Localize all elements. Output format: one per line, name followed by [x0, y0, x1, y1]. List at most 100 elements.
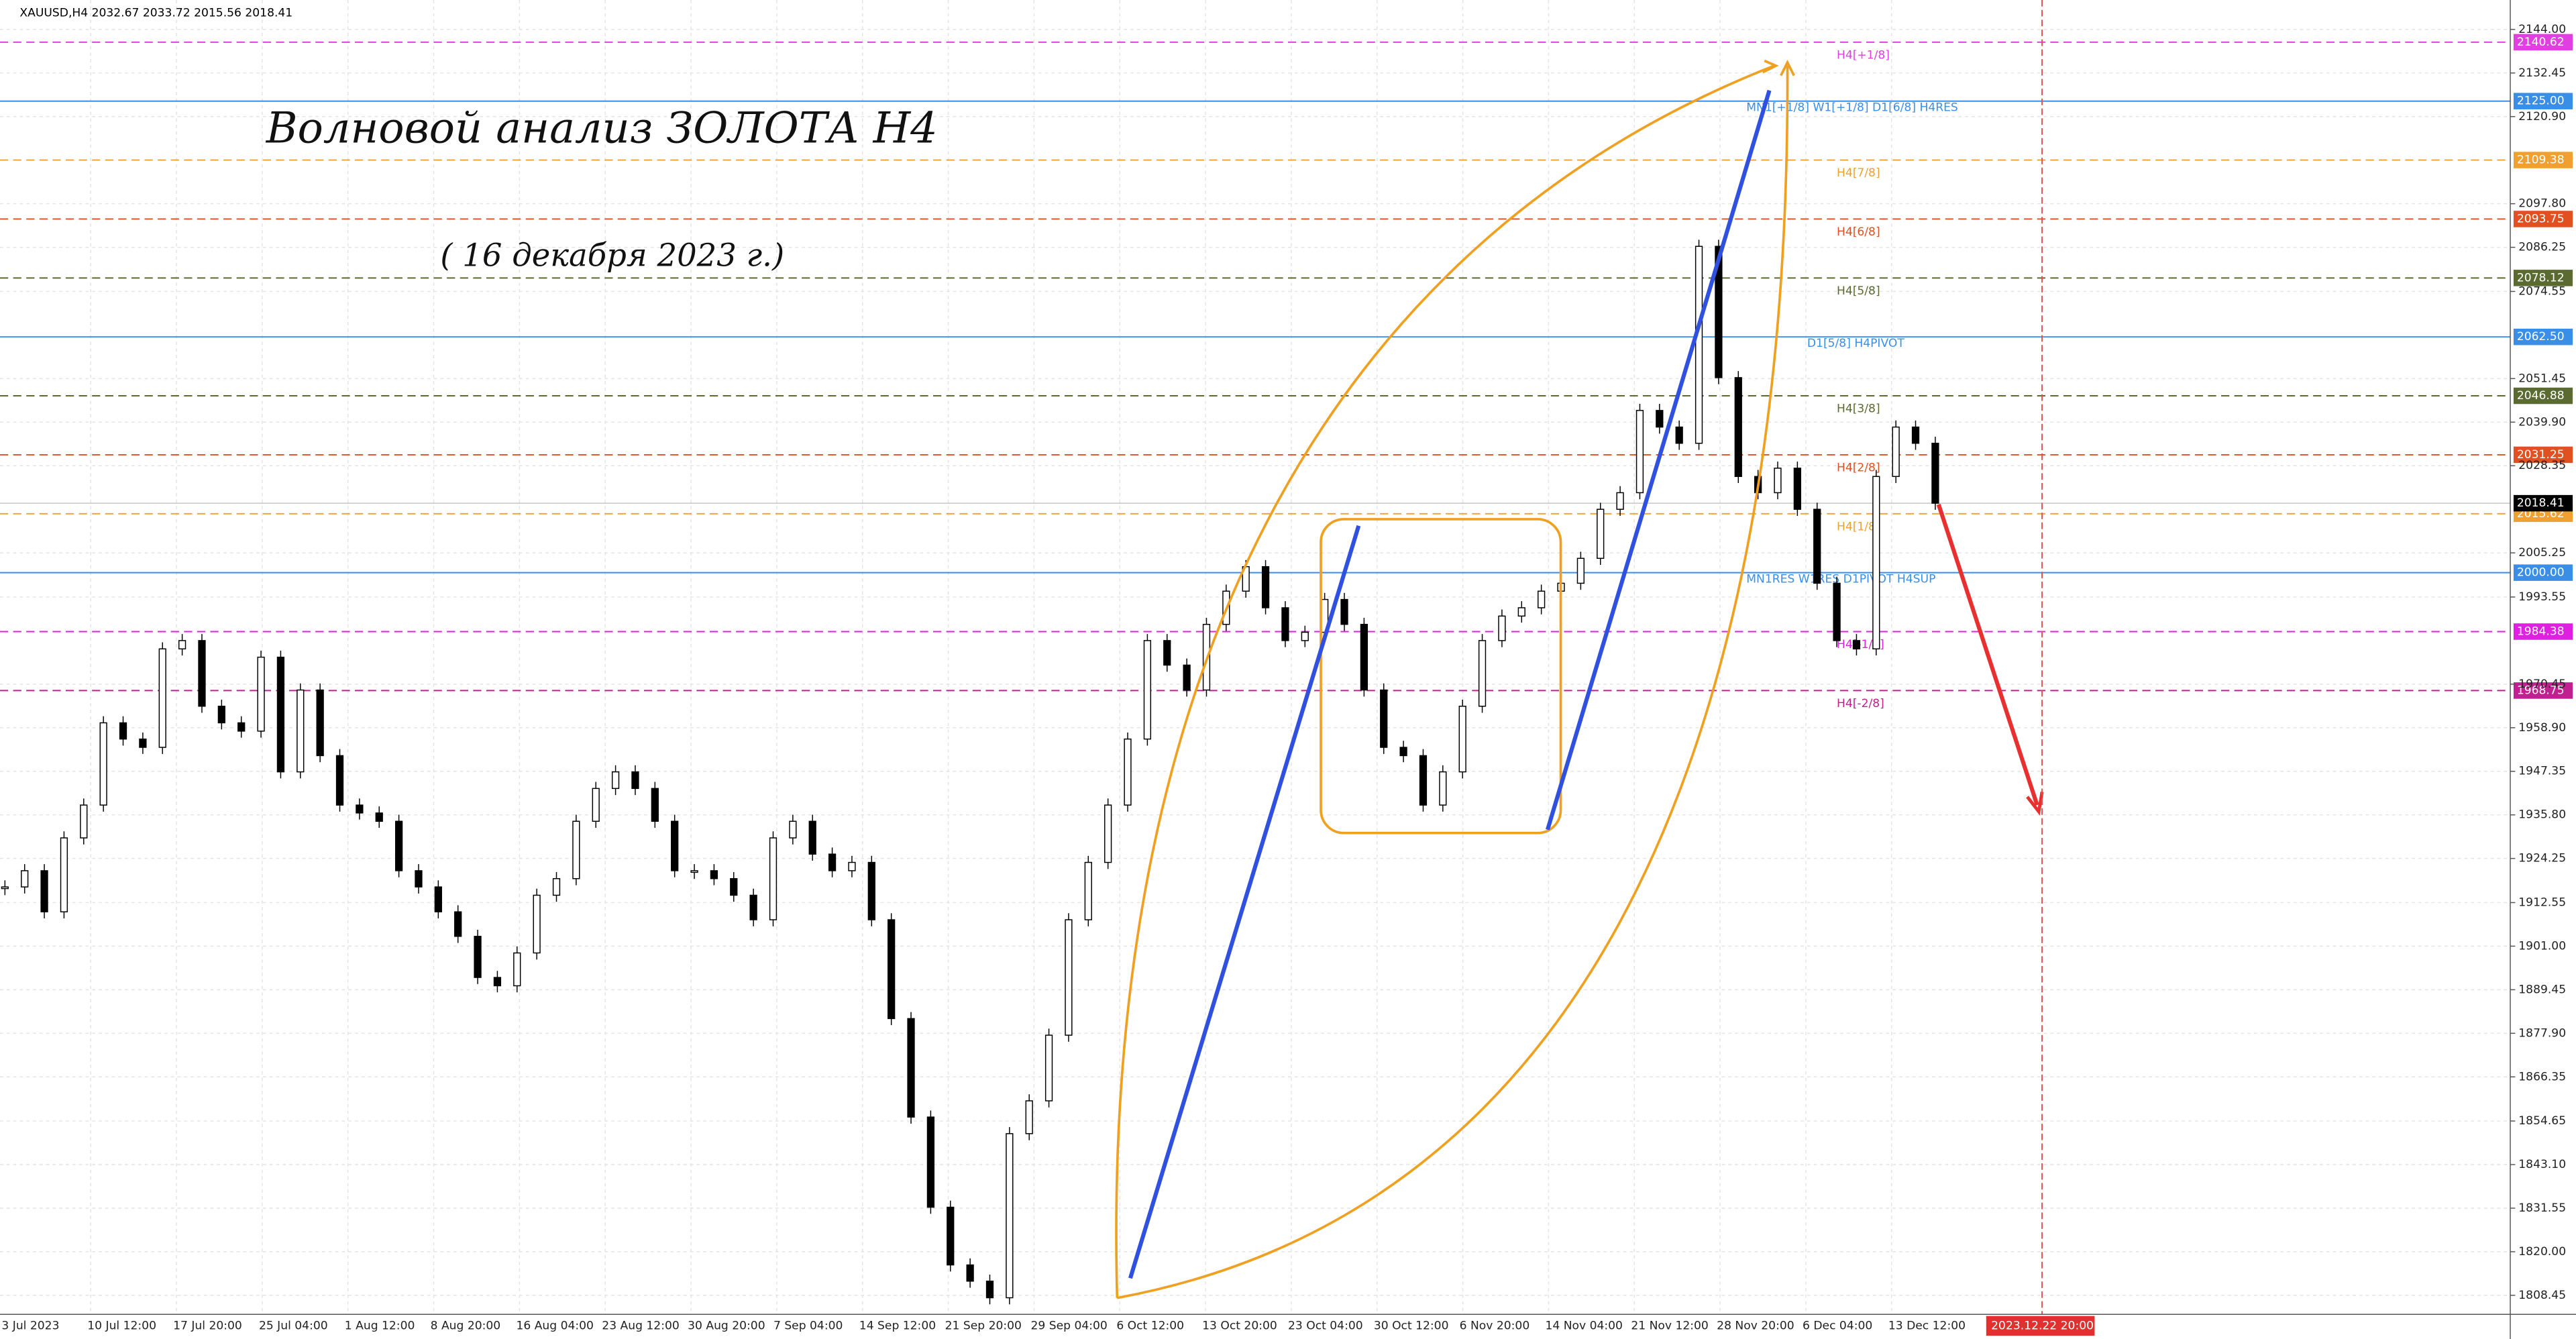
y-tick-label: 2086.25: [2518, 241, 2566, 254]
candle-body: [1360, 623, 1368, 691]
y-tick-label: 2028.35: [2518, 459, 2566, 472]
candle-body: [1458, 706, 1466, 773]
candle-body: [21, 870, 29, 888]
price-box: [2513, 446, 2573, 464]
candle-body: [867, 861, 875, 920]
candle-body: [119, 722, 127, 740]
candle-body: [1065, 919, 1073, 1036]
candle-body: [572, 820, 580, 879]
level-label: D1[5/8] H4PIVOT: [1807, 337, 1904, 350]
candle-body: [237, 722, 246, 732]
level-label: MN1RES W1RES D1PIVOT H4SUP: [1746, 572, 1935, 586]
candle-body: [966, 1264, 974, 1282]
candle-body: [1006, 1133, 1014, 1299]
candle-body: [1616, 492, 1624, 510]
y-tick-label: 1901.00: [2518, 939, 2566, 953]
candle-body: [631, 771, 639, 790]
y-tick-label: 1820.00: [2518, 1245, 2566, 1258]
candle-body: [257, 656, 265, 732]
y-tick-label: 1935.80: [2518, 808, 2566, 822]
x-tick-label: 8 Aug 20:00: [431, 1319, 501, 1332]
arrow-head: [1780, 59, 1795, 76]
y-tick-label: 1866.35: [2518, 1070, 2566, 1083]
candle-body: [651, 788, 659, 822]
x-tick-label: 23 Aug 12:00: [602, 1319, 679, 1332]
candle-body: [276, 656, 285, 773]
candle-body: [789, 820, 797, 839]
candle-body: [1143, 640, 1152, 740]
candle-body: [1675, 426, 1683, 444]
candle-body: [1044, 1034, 1053, 1102]
x-tick-label: 6 Oct 12:00: [1116, 1319, 1184, 1332]
price-box: [2513, 328, 2573, 345]
price-box: [2513, 93, 2573, 109]
y-tick-label: 1808.45: [2518, 1289, 2566, 1302]
candle-body: [828, 853, 837, 871]
price-box: [2513, 34, 2573, 51]
candle-body: [1656, 410, 1664, 428]
level-label: H4[5/8]: [1837, 284, 1880, 298]
candle-body: [415, 870, 423, 888]
header: XAUUSD,H4 2032.67 2033.72 2015.56 2018.4…: [19, 7, 292, 20]
candle-body: [297, 689, 305, 773]
candle-body: [1635, 410, 1644, 494]
price-box-label: 2093.75: [2517, 212, 2565, 225]
candle-body: [611, 771, 620, 790]
candle-body: [1281, 607, 1289, 641]
candle-body: [1931, 443, 1939, 504]
candle-body: [513, 952, 521, 987]
candle-body: [888, 919, 896, 1020]
current-price-box: [2513, 494, 2573, 512]
x-tick-label: 13 Oct 20:00: [1202, 1319, 1277, 1332]
price-box-label: 1968.75: [2517, 684, 2565, 697]
candle-body: [1163, 640, 1171, 666]
candle-body: [1695, 246, 1703, 444]
price-box: [2513, 387, 2573, 405]
wave-line: [1128, 525, 1361, 1279]
level-label: H4[7/8]: [1837, 166, 1880, 180]
candle-body: [1892, 426, 1900, 477]
candle-body: [1, 886, 9, 890]
y-tick-label: 1843.10: [2518, 1158, 2566, 1171]
candles: [1, 239, 1939, 1305]
candle-body: [158, 648, 166, 748]
x-tick-label: 17 Jul 20:00: [173, 1319, 242, 1332]
price-box-label: 2000.00: [2517, 566, 2565, 580]
candle-body: [80, 804, 88, 839]
candle-body: [533, 894, 541, 954]
candle-body: [1380, 689, 1388, 748]
price-box-label: 2125.00: [2517, 95, 2565, 108]
candle-body: [926, 1116, 935, 1208]
y-tick-label: 1924.25: [2518, 852, 2566, 865]
candle-body: [848, 861, 856, 871]
price-box: [2513, 623, 2573, 640]
candle-body: [1833, 582, 1841, 641]
price-box-label: 2078.12: [2517, 271, 2565, 284]
y-tick-label: 2120.90: [2518, 110, 2566, 123]
candle-body: [1538, 590, 1546, 608]
level-label: H4[1/8]: [1837, 520, 1880, 533]
candle-body: [1517, 607, 1525, 617]
price-box: [2513, 152, 2573, 168]
x-tick-label: 25 Jul 04:00: [259, 1319, 328, 1332]
x-tick-label: 14 Sep 12:00: [859, 1319, 936, 1332]
price-box-label: 2140.62: [2517, 36, 2565, 49]
level-label: MN1[+1/8] W1[+1/8] D1[6/8] H4RES: [1746, 101, 1958, 115]
candle-body: [434, 886, 442, 912]
candle-body: [1340, 598, 1348, 625]
candle-body: [1419, 755, 1428, 806]
candle-body: [178, 640, 186, 649]
candle-body: [1597, 508, 1605, 559]
y-tick-label: 1889.45: [2518, 983, 2566, 996]
current-price-label: 2018.41: [2517, 496, 2565, 510]
candle-body: [1498, 615, 1506, 641]
candle-body: [394, 820, 403, 871]
price-box: [2513, 564, 2573, 581]
future-label-bg: [1986, 1316, 2095, 1336]
candle-body: [474, 936, 482, 978]
arrow-head: [2026, 792, 2044, 816]
x-tick-label: 16 Aug 04:00: [516, 1319, 593, 1332]
y-tick-label: 1947.35: [2518, 765, 2566, 778]
